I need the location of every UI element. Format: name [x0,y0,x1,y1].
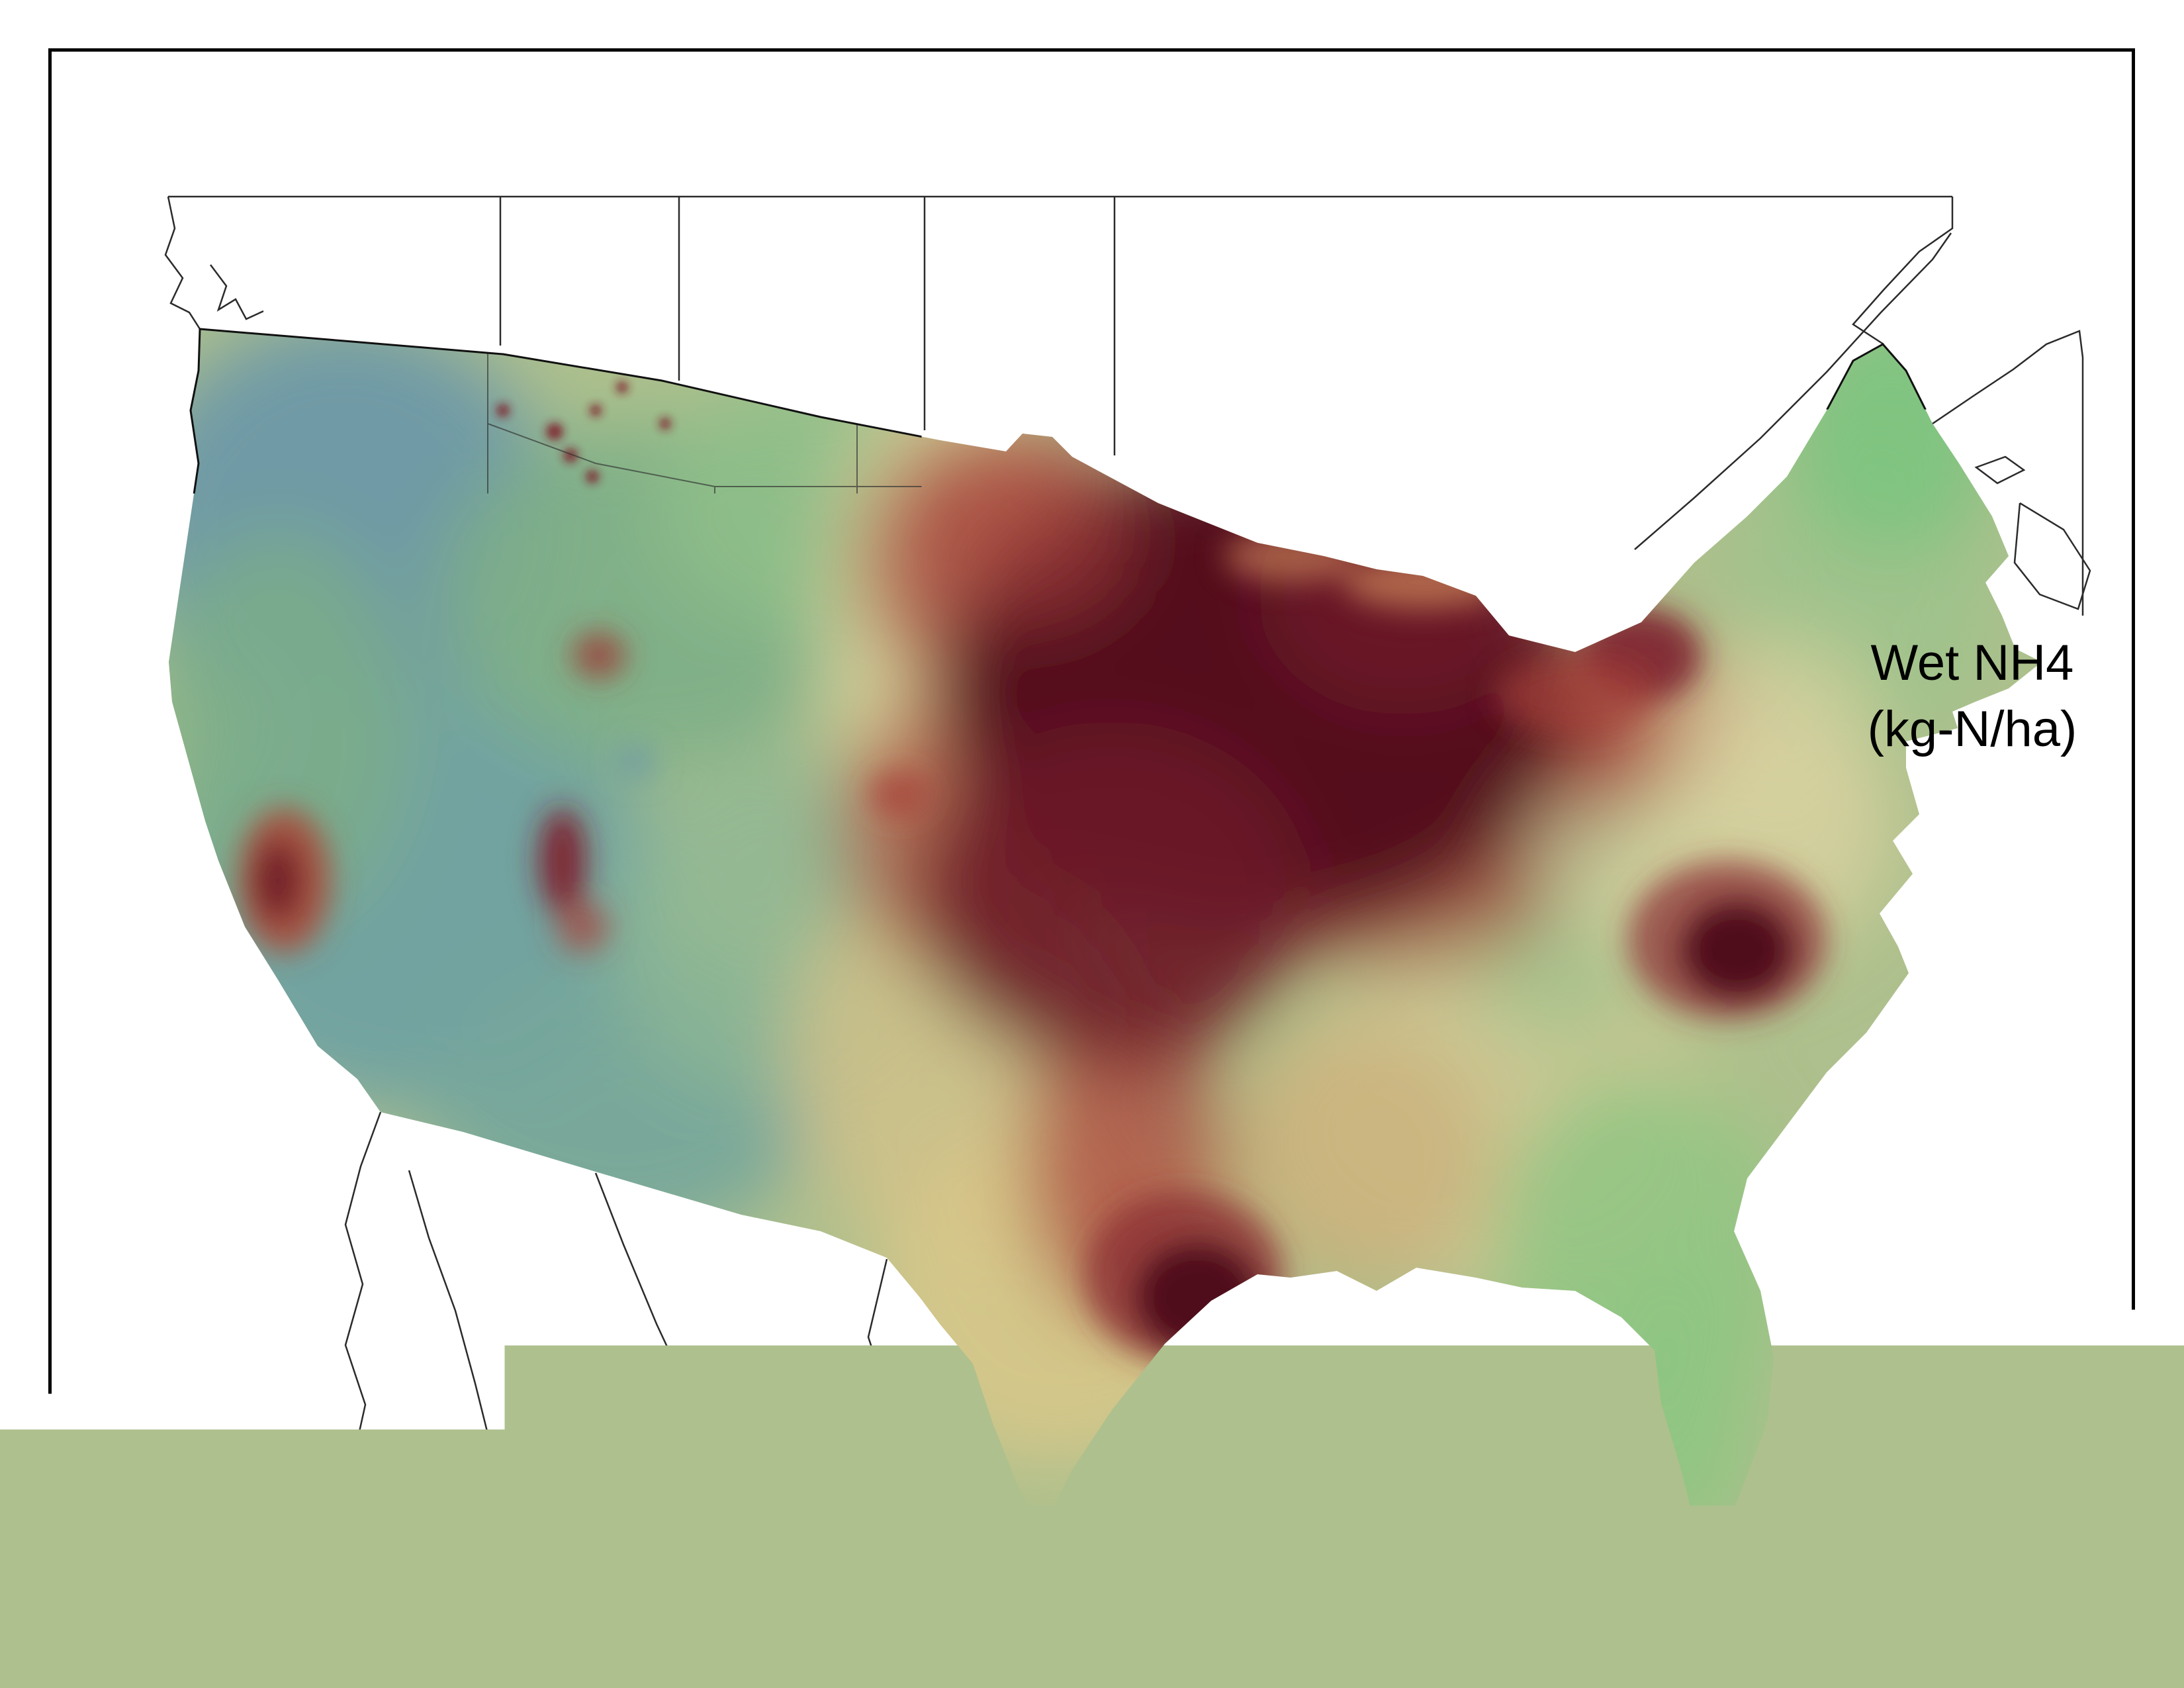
colorbar-tick-0: 0.0 [1936,802,2028,840]
tick-mark [1936,987,1960,991]
colorbar-tick-2: 1.0 [1936,970,2028,1008]
colorbar-tick-6: 3.0 [1936,1305,2028,1342]
map-title: Wet deposition of ammonium 1820 [1263,1524,2052,1571]
colorbar-tick-7: 3.5 [1936,1388,2028,1426]
legend-title-line2: (kg-N/ha) [1833,696,2111,763]
tick-mark [1936,1489,1960,1493]
tick-label: 3.0 [1971,1301,2028,1346]
colorbar [1895,821,1936,1491]
tick-label: 1.0 [1971,966,2028,1011]
colorbar-tick-1: 0.5 [1936,886,2028,923]
tick-mark [1936,820,1960,823]
source-note: Source: v2022.2, data: CASTNET/CMAQ/NADP [97,1589,1034,1634]
legend-title-line1: Wet NH4 [1833,630,2111,696]
tick-mark [1936,1322,1960,1326]
tick-label: 2.0 [1971,1134,2028,1178]
agency-date: USEPA 06/15/23 [1756,1589,2085,1634]
tick-label: 3.5 [1971,1385,2028,1429]
colorbar-tick-5: 2.5 [1936,1221,2028,1258]
us-deposition-map [0,0,2184,1688]
tick-label: 1.5 [1971,1050,2028,1094]
deposition-raster [0,0,2184,1688]
tick-mark [1936,1154,1960,1158]
tick-mark [1936,1238,1960,1242]
tick-label: 0.0 [1971,799,2028,843]
colorbar-tick-8: >4.0 [1936,1472,2052,1510]
epa-deposition-plot: { "legend": { "title_line1": "Wet NH4", … [0,0,2184,1688]
tick-label: 2.5 [1971,1217,2028,1262]
colorbar-tick-4: 2.0 [1936,1137,2028,1175]
tick-label: >4.0 [1971,1469,2052,1513]
tick-mark [1936,1405,1960,1409]
legend-title: Wet NH4 (kg-N/ha) [1833,630,2111,763]
tick-label: 0.5 [1971,882,2028,927]
tick-mark [1936,1070,1960,1074]
colorbar-tick-3: 1.5 [1936,1053,2028,1091]
tick-mark [1936,903,1960,907]
